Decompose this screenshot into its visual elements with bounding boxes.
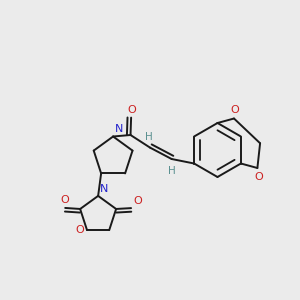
Text: O: O: [75, 225, 84, 235]
Text: N: N: [115, 124, 123, 134]
Text: O: O: [127, 105, 136, 115]
Text: H: H: [145, 132, 153, 142]
Text: O: O: [60, 195, 69, 205]
Text: H: H: [168, 166, 176, 176]
Text: N: N: [100, 184, 108, 194]
Text: O: O: [254, 172, 263, 182]
Text: O: O: [134, 196, 142, 206]
Text: O: O: [230, 105, 239, 115]
